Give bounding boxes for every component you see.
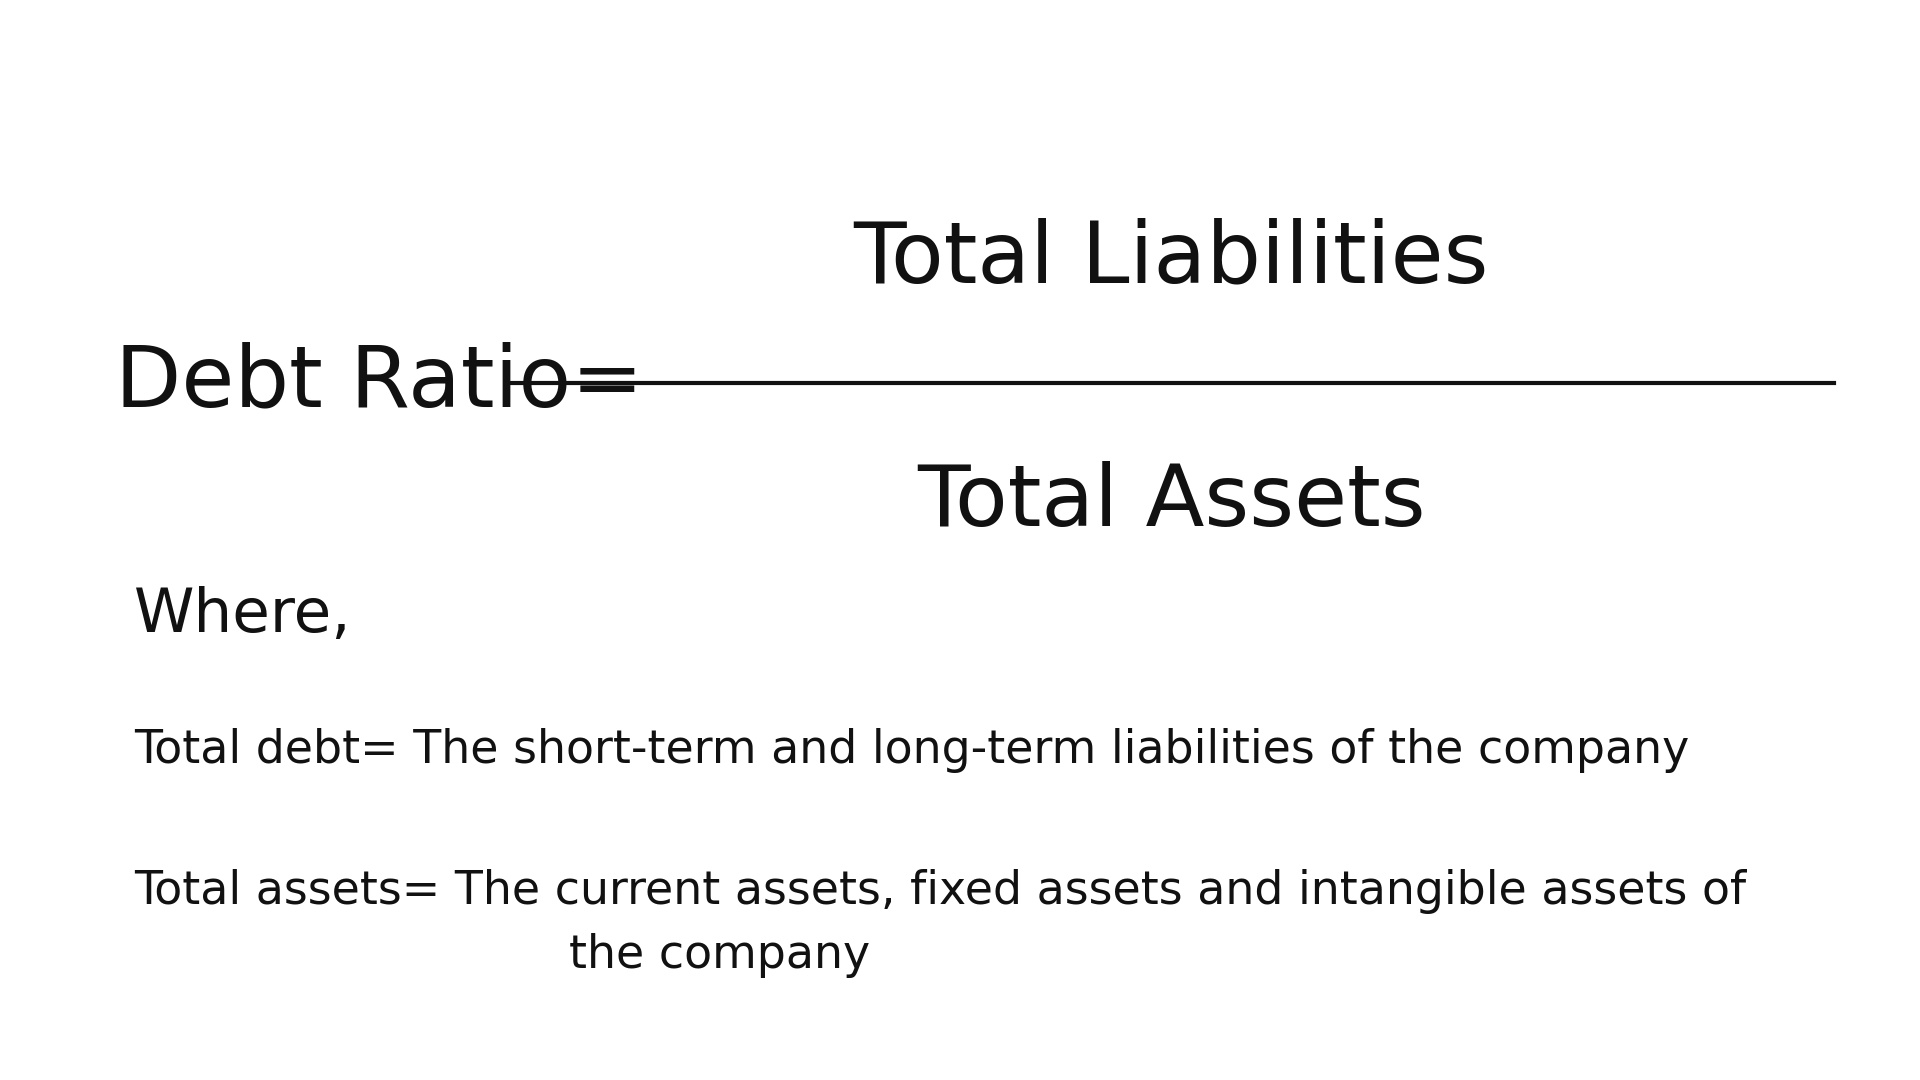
Text: Total assets= The current assets, fixed assets and intangible assets of: Total assets= The current assets, fixed … <box>134 868 1747 914</box>
Text: Total Liabilities: Total Liabilities <box>854 218 1488 300</box>
Text: Where,: Where, <box>134 586 351 645</box>
Text: Debt Ratio=: Debt Ratio= <box>115 342 643 424</box>
Text: Total debt= The short-term and long-term liabilities of the company: Total debt= The short-term and long-term… <box>134 728 1690 773</box>
Text: the company: the company <box>570 933 870 978</box>
Text: Total Assets: Total Assets <box>918 461 1425 543</box>
